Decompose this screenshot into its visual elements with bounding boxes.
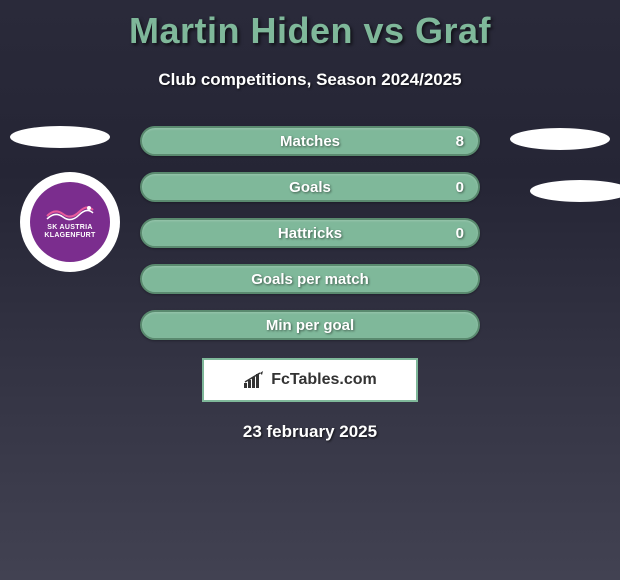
page-title: Martin Hiden vs Graf [0,0,620,52]
stat-row-goals: Goals 0 [140,172,480,202]
date-label: 23 february 2025 [0,422,620,442]
player-right-placeholder [510,128,610,150]
player-left-placeholder [10,126,110,148]
stat-label: Matches [280,133,340,150]
badge-text-line2: KLAGENFURT [44,232,95,240]
stat-label: Hattricks [278,225,342,242]
badge-text-line1: SK AUSTRIA [47,224,93,232]
fctables-attribution[interactable]: FcTables.com [202,358,418,402]
stat-row-hattricks: Hattricks 0 [140,218,480,248]
badge-wave-icon [45,204,95,222]
stat-value: 0 [456,179,464,196]
stat-row-matches: Matches 8 [140,126,480,156]
stat-label: Min per goal [266,317,354,334]
chart-icon [243,371,265,389]
stat-value: 0 [456,225,464,242]
stat-row-goals-per-match: Goals per match [140,264,480,294]
subtitle: Club competitions, Season 2024/2025 [0,70,620,90]
club-badge-inner: SK AUSTRIA KLAGENFURT [30,182,110,262]
fctables-label: FcTables.com [271,371,377,389]
club-badge: SK AUSTRIA KLAGENFURT [20,172,120,272]
stat-label: Goals [289,179,331,196]
stat-label: Goals per match [251,271,369,288]
player-right-placeholder-2 [530,180,620,202]
stat-row-min-per-goal: Min per goal [140,310,480,340]
stat-value: 8 [456,133,464,150]
